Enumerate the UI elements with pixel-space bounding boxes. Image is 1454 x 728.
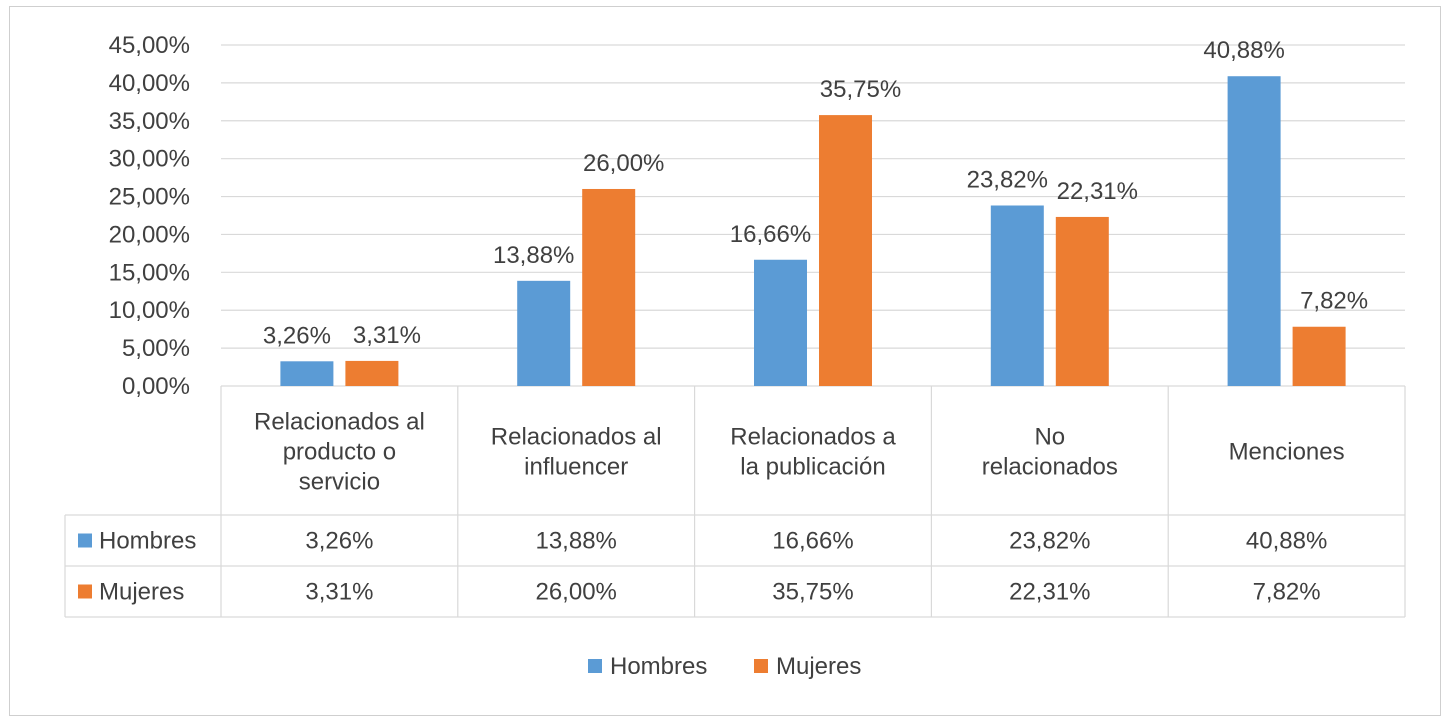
table-value: 3,31% xyxy=(305,579,373,606)
category-label: la publicación xyxy=(740,454,885,481)
table-series-name: Hombres xyxy=(99,528,196,555)
bar-hombres xyxy=(754,259,807,386)
table-series-name: Mujeres xyxy=(99,579,184,606)
y-tick-label: 35,00% xyxy=(109,108,190,135)
table-value: 23,82% xyxy=(1009,528,1090,555)
table-legend-key-mujeres xyxy=(78,584,92,599)
data-label: 3,26% xyxy=(263,322,331,349)
category-label: servicio xyxy=(299,469,380,496)
data-label: 3,31% xyxy=(353,322,421,349)
bar-hombres xyxy=(280,361,334,386)
category-label: relacionados xyxy=(982,454,1118,481)
y-tick-label: 10,00% xyxy=(109,297,190,324)
category-label: Relacionados a xyxy=(730,424,896,451)
chart-frame xyxy=(9,6,1441,716)
bar-mujeres xyxy=(819,115,872,386)
legend-label: Mujeres xyxy=(776,653,861,680)
bar-hombres xyxy=(517,280,571,386)
y-tick-label: 25,00% xyxy=(109,184,190,211)
bar-mujeres xyxy=(1055,216,1109,386)
category-label: producto o xyxy=(283,439,396,466)
y-tick-label: 40,00% xyxy=(109,70,190,97)
data-label: 35,75% xyxy=(820,76,901,103)
category-label: Relacionados al xyxy=(491,424,662,451)
bars xyxy=(280,76,1346,386)
gridlines xyxy=(221,44,1405,387)
data-label: 13,88% xyxy=(493,242,574,269)
category-label: Relacionados al xyxy=(254,409,425,436)
data-label: 40,88% xyxy=(1203,37,1284,64)
table-value: 22,31% xyxy=(1009,579,1090,606)
data-label: 16,66% xyxy=(730,221,811,248)
y-tick-label: 30,00% xyxy=(109,146,190,173)
data-label: 23,82% xyxy=(967,166,1048,193)
y-tick-label: 5,00% xyxy=(122,335,190,362)
data-labels: 3,26% 13,88% 16,66% 23,82% 40,88% 3,31% 26,00%… xyxy=(263,37,1368,349)
table-value: 35,75% xyxy=(772,579,853,606)
table-value: 16,66% xyxy=(772,528,853,555)
y-tick-label: 45,00% xyxy=(109,32,190,59)
y-tick-label: 0,00% xyxy=(122,373,190,400)
data-table: Relacionados al producto o servicio Relacio… xyxy=(64,386,1406,618)
data-label: 7,82% xyxy=(1300,288,1368,315)
y-axis-tick-labels: 45,00% 40,00% 35,00% 30,00% 25,00% 20,00% 15,0… xyxy=(109,32,190,400)
bar-mujeres xyxy=(582,188,636,386)
bar-hombres xyxy=(1227,76,1281,386)
category-label: No xyxy=(1034,424,1065,451)
legend-key-hombres xyxy=(588,659,602,673)
category-label: influencer xyxy=(524,454,628,481)
table-value: 3,26% xyxy=(305,528,373,555)
table-value: 26,00% xyxy=(535,579,616,606)
category-label: Menciones xyxy=(1229,439,1345,466)
bar-mujeres xyxy=(1292,326,1346,386)
table-legend-key-hombres xyxy=(78,533,92,548)
table-value: 13,88% xyxy=(535,528,616,555)
data-label: 26,00% xyxy=(583,150,664,177)
legend: Hombres Mujeres xyxy=(588,653,861,680)
table-value: 40,88% xyxy=(1246,528,1327,555)
data-label: 22,31% xyxy=(1057,178,1138,205)
table-value: 7,82% xyxy=(1253,579,1321,606)
legend-label: Hombres xyxy=(610,653,707,680)
bar-mujeres xyxy=(345,360,399,386)
y-tick-label: 15,00% xyxy=(109,259,190,286)
legend-key-mujeres xyxy=(754,659,768,673)
bar-hombres xyxy=(990,205,1044,386)
y-tick-label: 20,00% xyxy=(109,221,190,248)
